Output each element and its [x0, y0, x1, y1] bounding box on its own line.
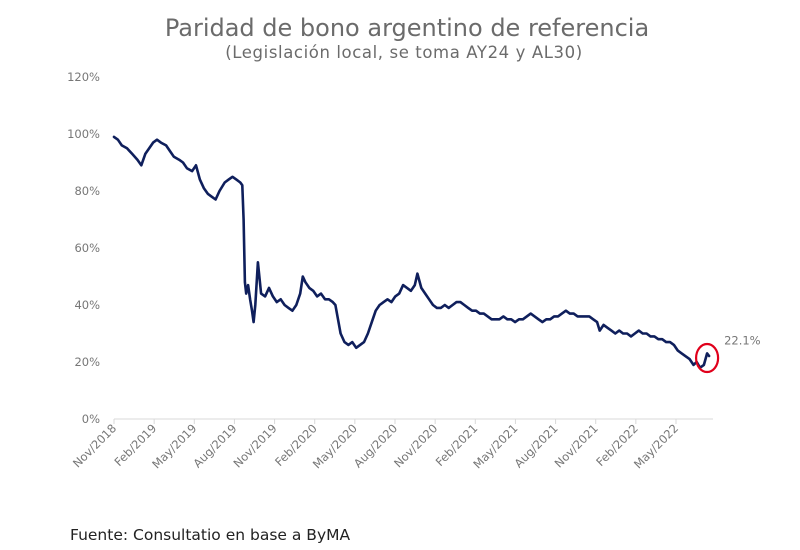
x-tick-label: Nov/2020	[391, 421, 440, 470]
highlight-circle	[694, 342, 720, 374]
source-note: Fuente: Consultatio en base a ByMA	[70, 526, 351, 544]
y-tick-label: 60%	[74, 241, 100, 255]
chart-title: Paridad de bono argentino de referencia	[165, 14, 649, 42]
y-tick-label: 20%	[74, 355, 100, 369]
y-tick-label: 100%	[67, 127, 100, 141]
y-tick-label: 80%	[74, 184, 100, 198]
y-tick-label: 120%	[67, 70, 100, 84]
y-tick-label: 0%	[82, 412, 100, 426]
plot-area	[112, 135, 720, 374]
chart-subtitle: (Legislación local, se toma AY24 y AL30)	[225, 43, 582, 62]
y-tick-label: 40%	[74, 298, 100, 312]
x-tick-label: Nov/2019	[230, 421, 279, 470]
x-tick-label: Nov/2018	[70, 421, 119, 470]
end-value-label: 22.1%	[724, 333, 761, 347]
y-axis: 0% 20% 40% 60% 80% 100% 120%	[67, 70, 100, 426]
x-axis: Nov/2018Feb/2019May/2019Aug/2019Nov/2019…	[70, 418, 713, 471]
x-tick-label: Nov/2021	[552, 421, 601, 470]
series-line	[112, 135, 711, 369]
